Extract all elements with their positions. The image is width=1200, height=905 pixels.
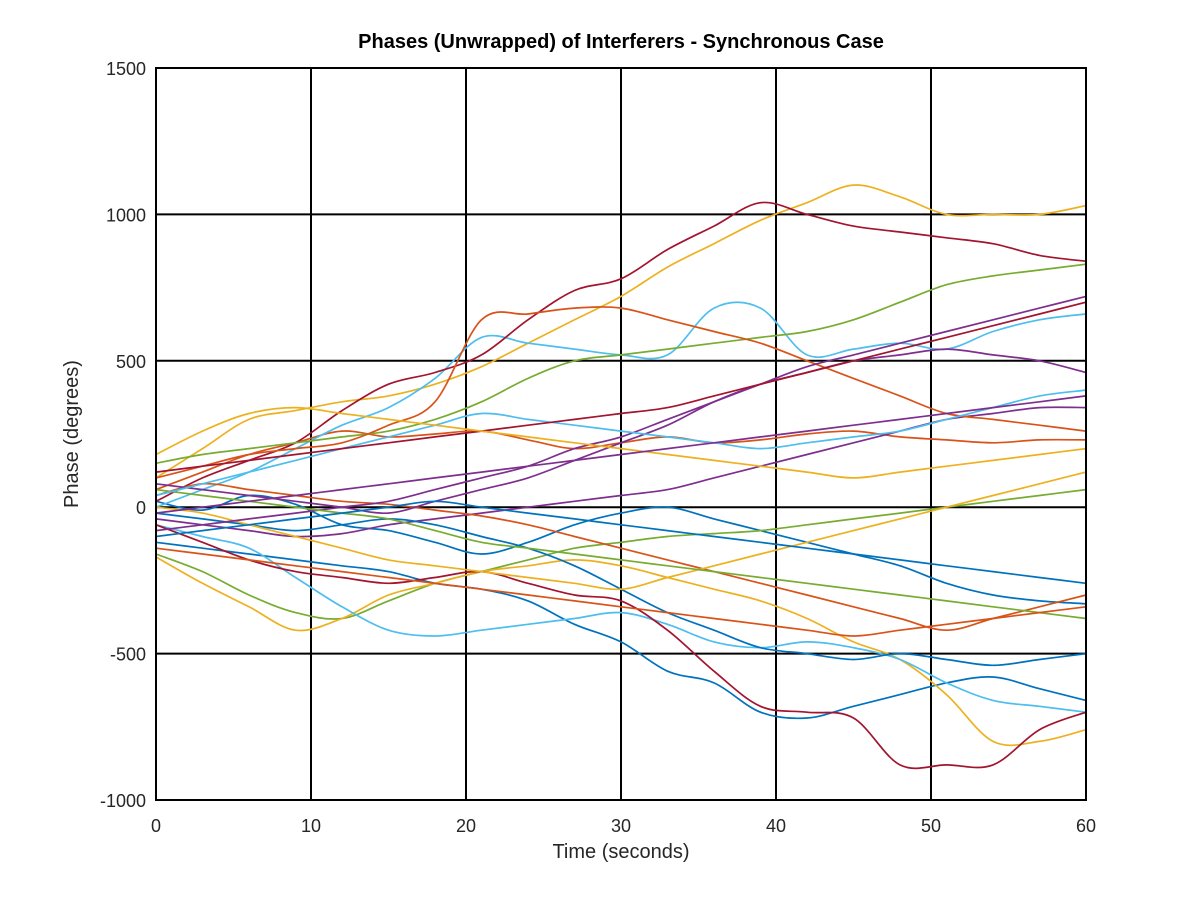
y-tick-label: 0 [136,498,146,518]
x-tick-label: 10 [301,816,321,836]
series-line-22 [155,500,1087,585]
series-line-14 [155,524,1087,770]
x-tick-labels: 0 10 20 30 40 50 60 [151,816,1096,836]
y-axis-label: Phase (degrees) [61,360,83,508]
series-line-9 [155,482,1087,632]
series-line-1 [155,494,1087,605]
y-tick-label: 500 [116,352,146,372]
series-line-20 [155,389,1087,497]
x-axis-label: Time (seconds) [552,841,689,863]
x-tick-label: 20 [456,816,476,836]
series-lines [155,184,1087,770]
y-tick-label: -500 [110,645,146,665]
y-tick-labels: -1000 -500 0 500 1000 1500 [100,59,146,811]
x-tick-label: 30 [611,816,631,836]
series-line-12 [155,263,1087,465]
series-line-16 [155,306,1087,479]
series-line-24 [155,406,1087,479]
y-tick-label: 1000 [106,205,146,225]
series-line-7 [155,201,1087,503]
series-line-11 [155,348,1087,515]
series-line-21 [155,301,1087,473]
series-line-25 [155,395,1087,514]
series-line-17 [155,471,1087,591]
axes-frame [155,67,1087,801]
y-tick-label: -1000 [100,791,146,811]
grid [156,68,1086,800]
x-tick-label: 0 [151,816,161,836]
y-tick-label: 1500 [106,59,146,79]
series-line-19 [155,488,1087,620]
x-tick-label: 50 [921,816,941,836]
series-line-18 [155,295,1087,532]
series-line-5 [155,488,1087,620]
series-line-8 [155,541,1087,720]
series-line-10 [155,556,1087,747]
chart-title: Phases (Unwrapped) of Interferers - Sync… [358,31,884,53]
x-tick-label: 60 [1076,816,1096,836]
x-tick-label: 40 [766,816,786,836]
series-line-13 [155,523,1087,714]
series-line-23 [155,547,1087,637]
